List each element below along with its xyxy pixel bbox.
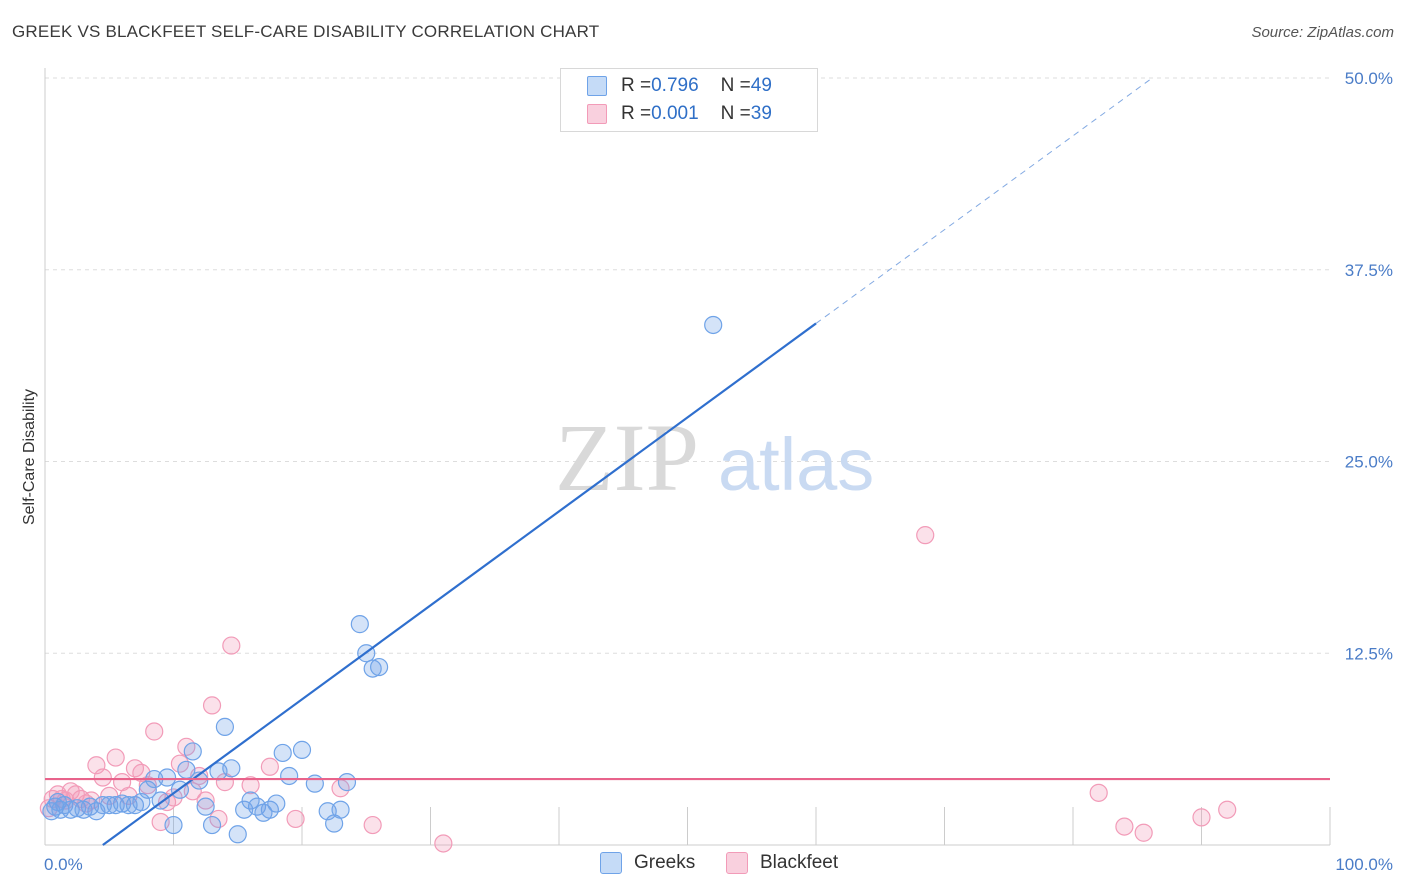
legend-r-value: 0.001 <box>651 103 699 124</box>
greeks-point <box>228 825 247 844</box>
y-tick-label: 37.5% <box>1345 261 1393 280</box>
blackfeet-point <box>39 799 58 818</box>
chart-title: GREEK VS BLACKFEET SELF-CARE DISABILITY … <box>12 22 600 41</box>
greeks-point <box>196 797 215 816</box>
legend-item-blackfeet[interactable]: Blackfeet <box>726 852 838 874</box>
blackfeet-point <box>196 791 215 810</box>
blackfeet-swatch <box>587 104 607 124</box>
watermark-atlas-text: atlas <box>718 423 874 506</box>
x-tick-label-min: 0.0% <box>44 855 83 874</box>
legend-row-greeks: R = 0.796 N = 49 <box>587 73 772 99</box>
watermark: ZIP atlas <box>555 404 874 511</box>
legend-n-label: N = <box>720 103 751 124</box>
greeks-point <box>106 796 125 815</box>
blackfeet-point <box>1192 808 1211 827</box>
blackfeet-legend-label: Blackfeet <box>760 852 839 873</box>
trend-lines <box>45 79 1330 846</box>
greeks-point <box>61 800 80 819</box>
greeks-point <box>704 315 723 335</box>
source-label: Source: ZipAtlas.com <box>1251 24 1394 41</box>
legend-r-label: R = <box>621 103 652 124</box>
greeks-point <box>280 766 299 786</box>
greeks-point <box>305 774 324 793</box>
greeks-point <box>370 657 389 677</box>
greeks-point <box>93 796 112 815</box>
blackfeet-point <box>145 722 164 741</box>
greeks-point <box>363 659 382 678</box>
blackfeet-point <box>916 526 935 545</box>
blackfeet-point <box>222 636 241 655</box>
y-tick-label: 25.0% <box>1345 453 1393 472</box>
blackfeet-point <box>82 791 101 810</box>
legend-row-blackfeet: R = 0.001 N = 39 <box>587 101 772 127</box>
blackfeet-point <box>177 737 196 756</box>
greeks-point <box>331 800 350 819</box>
greeks-point <box>138 780 157 799</box>
blackfeet-point <box>1115 817 1134 836</box>
blackfeet-point <box>241 776 260 795</box>
greeks-legend-label: Greeks <box>634 852 696 873</box>
y-tick-label: 50.0% <box>1345 69 1393 88</box>
blackfeet-point <box>1218 800 1237 819</box>
greeks-point <box>202 815 222 835</box>
watermark-zip-text: ZIP <box>555 404 699 511</box>
legend-n-label: N = <box>720 75 751 96</box>
greeks-point <box>157 768 177 787</box>
blackfeet-point <box>1134 823 1153 842</box>
greeks-point <box>267 794 286 813</box>
legend-r-value: 0.796 <box>651 75 699 96</box>
greeks-swatch <box>587 76 607 96</box>
greeks-trend-line <box>102 322 817 846</box>
blackfeet-point <box>260 757 279 776</box>
blackfeet-point <box>202 696 222 715</box>
tick-labels: 12.5% 25.0% 37.5% 50.0% 0.0% 100.0% <box>44 69 1393 874</box>
axes <box>44 68 1331 846</box>
blackfeet-point <box>1089 783 1108 802</box>
legend-r-label: R = <box>621 75 652 96</box>
greeks-point <box>183 742 202 761</box>
greeks-point <box>292 740 312 759</box>
blackfeet-points <box>39 526 1237 853</box>
greeks-point <box>215 717 234 736</box>
greeks-trend-extension <box>815 79 1151 324</box>
blackfeet-point <box>434 834 453 853</box>
greeks-legend-swatch <box>600 852 622 874</box>
blackfeet-point <box>363 815 382 835</box>
y-tick-label: 12.5% <box>1345 644 1393 663</box>
blackfeet-point <box>125 759 145 778</box>
greeks-point <box>222 759 241 778</box>
greeks-point <box>273 743 292 763</box>
greeks-point <box>350 615 369 634</box>
legend-n-value: 39 <box>750 103 772 124</box>
blackfeet-point <box>93 768 112 787</box>
stats-legend: R = 0.796 N = 49 R = 0.001 N = 39 <box>560 68 818 132</box>
legend-item-greeks[interactable]: Greeks <box>600 852 695 874</box>
greeks-point <box>337 773 357 792</box>
y-axis-label: Self-Care Disability <box>21 389 38 525</box>
greeks-point <box>164 815 183 835</box>
blackfeet-point <box>286 809 305 829</box>
blackfeet-point <box>157 792 177 812</box>
x-tick-label-max: 100.0% <box>1335 855 1393 874</box>
blackfeet-point <box>106 748 125 767</box>
legend-n-value: 49 <box>750 75 772 96</box>
gridlines <box>45 77 1330 654</box>
blackfeet-legend-swatch <box>726 852 748 874</box>
greeks-points <box>42 315 723 844</box>
